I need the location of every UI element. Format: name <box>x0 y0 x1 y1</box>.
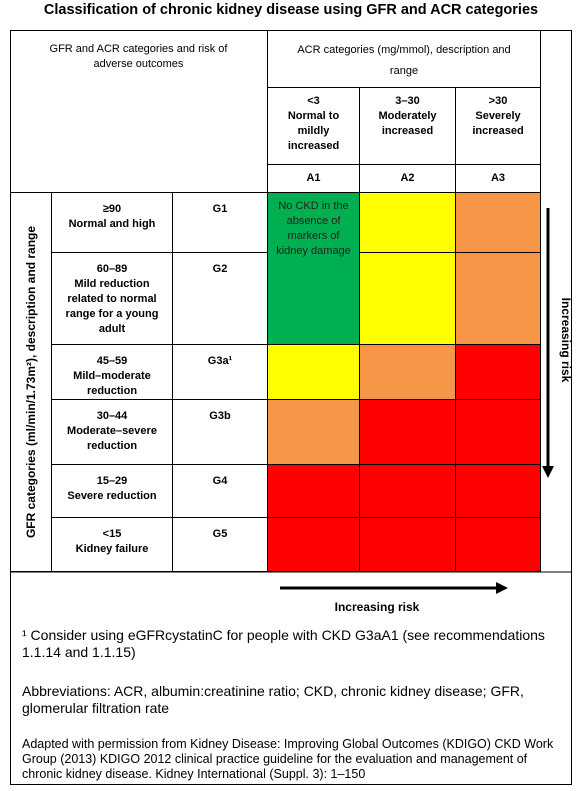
acr-description: Moderately increased <box>378 110 437 137</box>
acr-code: A2 <box>360 165 456 193</box>
acr-code-text: A1 <box>306 172 321 184</box>
gfr-range: 45–59 <box>96 355 128 367</box>
gfr-row-description: <15 Kidney failure <box>52 518 173 572</box>
gfr-row-description: ≥90 Normal and high <box>52 193 173 253</box>
gfr-code-text: G3b <box>209 410 231 422</box>
acr-code: A1 <box>268 165 360 193</box>
acr-description: Severely increased <box>472 110 524 137</box>
acr-range: <3 <box>307 95 320 107</box>
risk-cell <box>268 345 360 400</box>
risk-cell <box>456 345 541 400</box>
risk-cell <box>268 400 360 465</box>
gfr-range: ≥90 <box>102 203 122 215</box>
gfr-row-description: 30–44 Moderate–severe reduction <box>52 400 173 465</box>
gfr-code-text: G1 <box>212 203 228 215</box>
acr-column-description: >30 Severely increased <box>456 88 541 165</box>
gfr-description: Mild–moderate reduction <box>73 370 151 397</box>
corner-header: GFR and ACR categories and risk of adver… <box>10 30 268 193</box>
gfr-code: G4 <box>173 465 268 518</box>
risk-cell <box>360 518 456 572</box>
risk-cell <box>360 193 456 253</box>
gfr-description: Normal and high <box>68 218 156 230</box>
risk-cell <box>360 400 456 465</box>
acr-range: 3–30 <box>395 95 420 107</box>
gfr-description: Moderate–severe reduction <box>67 425 157 452</box>
risk-cell <box>360 345 456 400</box>
gfr-description: Kidney failure <box>75 543 149 555</box>
horizontal-arrow-label: Increasing risk <box>334 600 420 614</box>
gfr-row-description: 45–59 Mild–moderate reduction <box>52 345 173 400</box>
acr-header-text: ACR categories (mg/mmol), description an… <box>297 44 511 77</box>
gfr-code-text: G5 <box>212 528 228 540</box>
note: Adapted with permission from Kidney Dise… <box>22 737 554 781</box>
risk-cell <box>360 253 456 345</box>
acr-code-text: A2 <box>400 172 415 184</box>
note: Abbreviations: ACR, albumin:creatinine r… <box>22 683 524 716</box>
risk-cell <box>268 518 360 572</box>
corner-header-text: GFR and ACR categories and risk of adver… <box>49 43 228 70</box>
gfr-code-text: G4 <box>212 475 228 487</box>
risk-cell <box>456 400 541 465</box>
gfr-code-text: G2 <box>212 263 228 275</box>
gfr-range: 60–89 <box>96 263 128 275</box>
risk-cell <box>456 253 541 345</box>
gfr-code-text: G3a¹ <box>207 355 233 367</box>
no-ckd-note: No CKD in the absence of markers of kidn… <box>276 200 351 257</box>
risk-cell <box>456 193 541 253</box>
gfr-code: G2 <box>173 253 268 345</box>
risk-cell <box>456 465 541 518</box>
risk-cell: No CKD in the absence of markers of kidn… <box>268 193 360 345</box>
gfr-code: G3a¹ <box>173 345 268 400</box>
gfr-range: 15–29 <box>96 475 128 487</box>
gfr-header: GFR categories (ml/min/1.73m²), descript… <box>24 225 38 539</box>
title: Classification of chronic kidney disease… <box>43 2 539 18</box>
gfr-range: <15 <box>102 528 122 540</box>
vertical-arrow-label: Increasing risk <box>559 297 573 383</box>
gfr-code: G1 <box>173 193 268 253</box>
gfr-header-cell <box>10 193 52 572</box>
acr-code-text: A3 <box>490 172 506 184</box>
risk-cell <box>456 518 541 572</box>
acr-column-description: 3–30 Moderately increased <box>360 88 456 165</box>
acr-header: ACR categories (mg/mmol), description an… <box>268 30 541 88</box>
gfr-range: 30–44 <box>96 410 128 422</box>
table-frame <box>10 30 572 785</box>
gfr-code: G5 <box>173 518 268 572</box>
gfr-row-description: 15–29 Severe reduction <box>52 465 173 518</box>
note: ¹ Consider using eGFRcystatinC for peopl… <box>22 627 545 660</box>
acr-description: Normal to mildly increased <box>287 110 340 152</box>
gfr-description: Severe reduction <box>67 490 157 502</box>
acr-range: >30 <box>488 95 508 107</box>
acr-code: A3 <box>456 165 541 193</box>
gfr-row-description: 60–89 Mild reduction related to normal ra… <box>52 253 173 345</box>
gfr-code: G3b <box>173 400 268 465</box>
acr-column-description: <3 Normal to mildly increased <box>268 88 360 165</box>
gfr-description: Mild reduction related to normal range f… <box>65 278 159 335</box>
risk-cell <box>268 465 360 518</box>
risk-cell <box>360 465 456 518</box>
